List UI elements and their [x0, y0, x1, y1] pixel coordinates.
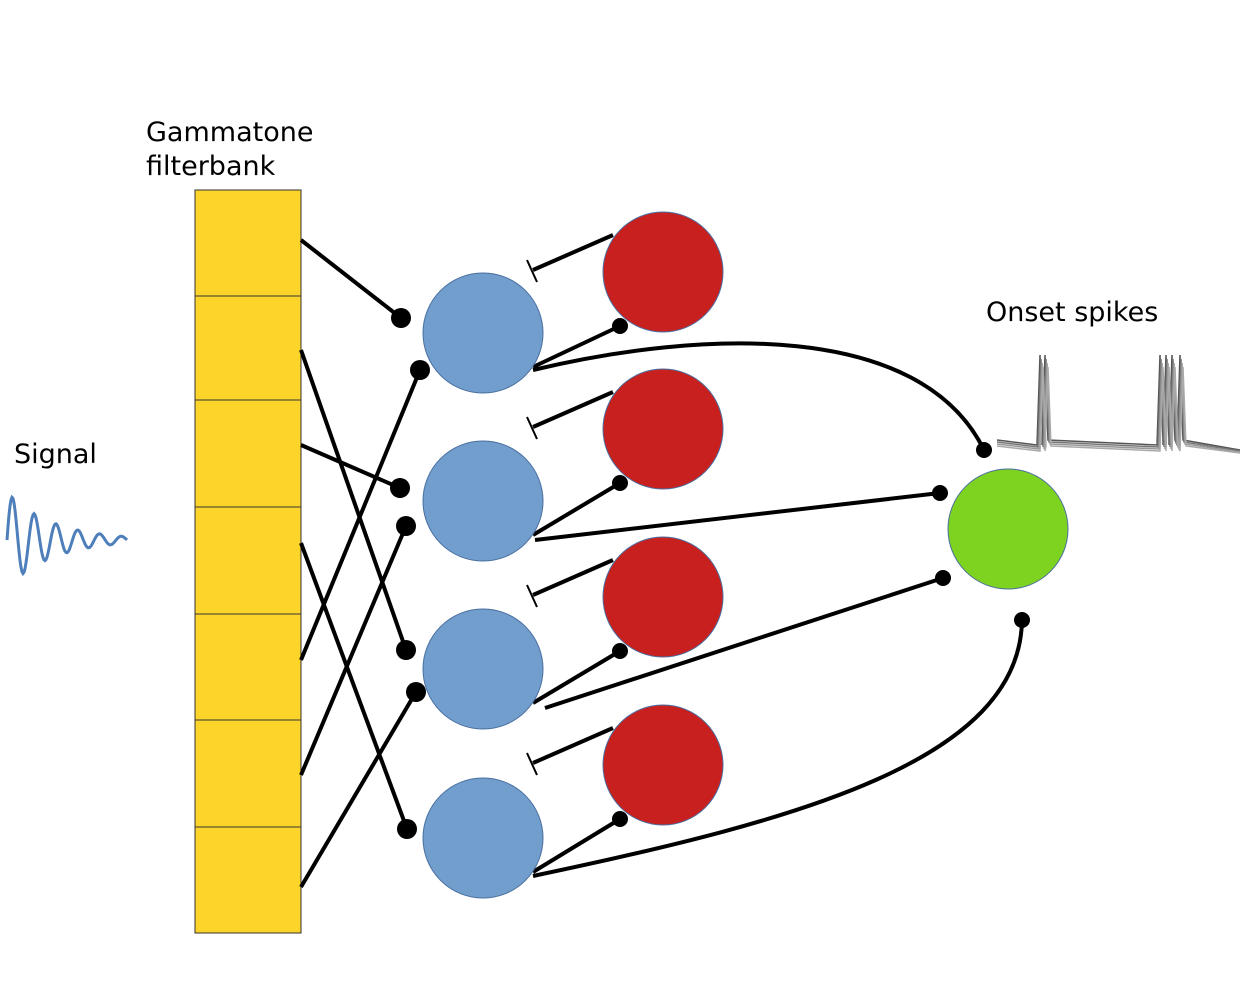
connection: [299, 542, 409, 830]
spike-trace: [996, 354, 1240, 451]
inhibitory-bar: [526, 416, 538, 440]
inhibitory: [532, 233, 614, 272]
red-neuron: [602, 368, 724, 490]
filter-cell: [194, 506, 302, 615]
blue-neuron: [422, 272, 544, 394]
inhibitory-bar: [526, 584, 538, 608]
inhibitory: [532, 390, 614, 429]
filter-cell: [194, 613, 302, 721]
synapse: [612, 643, 628, 659]
synapse: [410, 360, 430, 380]
synapse: [612, 811, 628, 827]
connection: [299, 369, 422, 661]
synapse: [932, 485, 948, 501]
connection: [531, 481, 622, 537]
inhibitory-bar: [526, 259, 538, 283]
spike-trace: [996, 366, 1240, 454]
filter-cell: [194, 399, 302, 508]
connection: [299, 238, 403, 320]
synapse: [1014, 612, 1030, 628]
signal-label: Signal: [14, 439, 97, 470]
red-neuron: [602, 536, 724, 658]
signal-wave: [5, 494, 129, 577]
connection: [531, 649, 622, 705]
connection: [532, 619, 1024, 878]
onset-label: Onset spikes: [986, 297, 1158, 328]
synapse: [612, 475, 628, 491]
inhibitory: [532, 726, 614, 765]
filterbank-label: filterbank: [146, 151, 276, 182]
synapse: [396, 640, 416, 660]
inhibitory: [532, 558, 614, 597]
connection: [299, 349, 408, 651]
filter-cell: [194, 719, 302, 828]
red-neuron: [602, 704, 724, 826]
connection: [299, 690, 418, 889]
connection: [544, 576, 944, 710]
spike-trace: [996, 362, 1240, 453]
connection: [299, 525, 408, 776]
synapse: [406, 682, 426, 702]
synapse: [935, 570, 951, 586]
synapse: [976, 442, 992, 458]
synapse: [612, 318, 628, 334]
synapse: [390, 478, 410, 498]
filterbank-label: Gammatone: [146, 117, 313, 148]
blue-neuron: [422, 608, 544, 730]
connection: [531, 817, 622, 874]
connection: [532, 341, 986, 451]
green-neuron: [947, 468, 1069, 590]
synapse: [397, 819, 417, 839]
spike-trace: [996, 358, 1240, 452]
connection: [534, 491, 941, 542]
inhibitory-bar: [526, 752, 538, 776]
filter-cell: [194, 826, 302, 934]
red-neuron: [602, 211, 724, 333]
filter-cell: [194, 295, 302, 401]
synapse: [396, 516, 416, 536]
connection: [532, 324, 621, 369]
synapse: [391, 308, 411, 328]
blue-neuron: [422, 777, 544, 899]
filter-cell: [194, 189, 302, 297]
connection: [300, 443, 401, 490]
blue-neuron: [422, 440, 544, 562]
